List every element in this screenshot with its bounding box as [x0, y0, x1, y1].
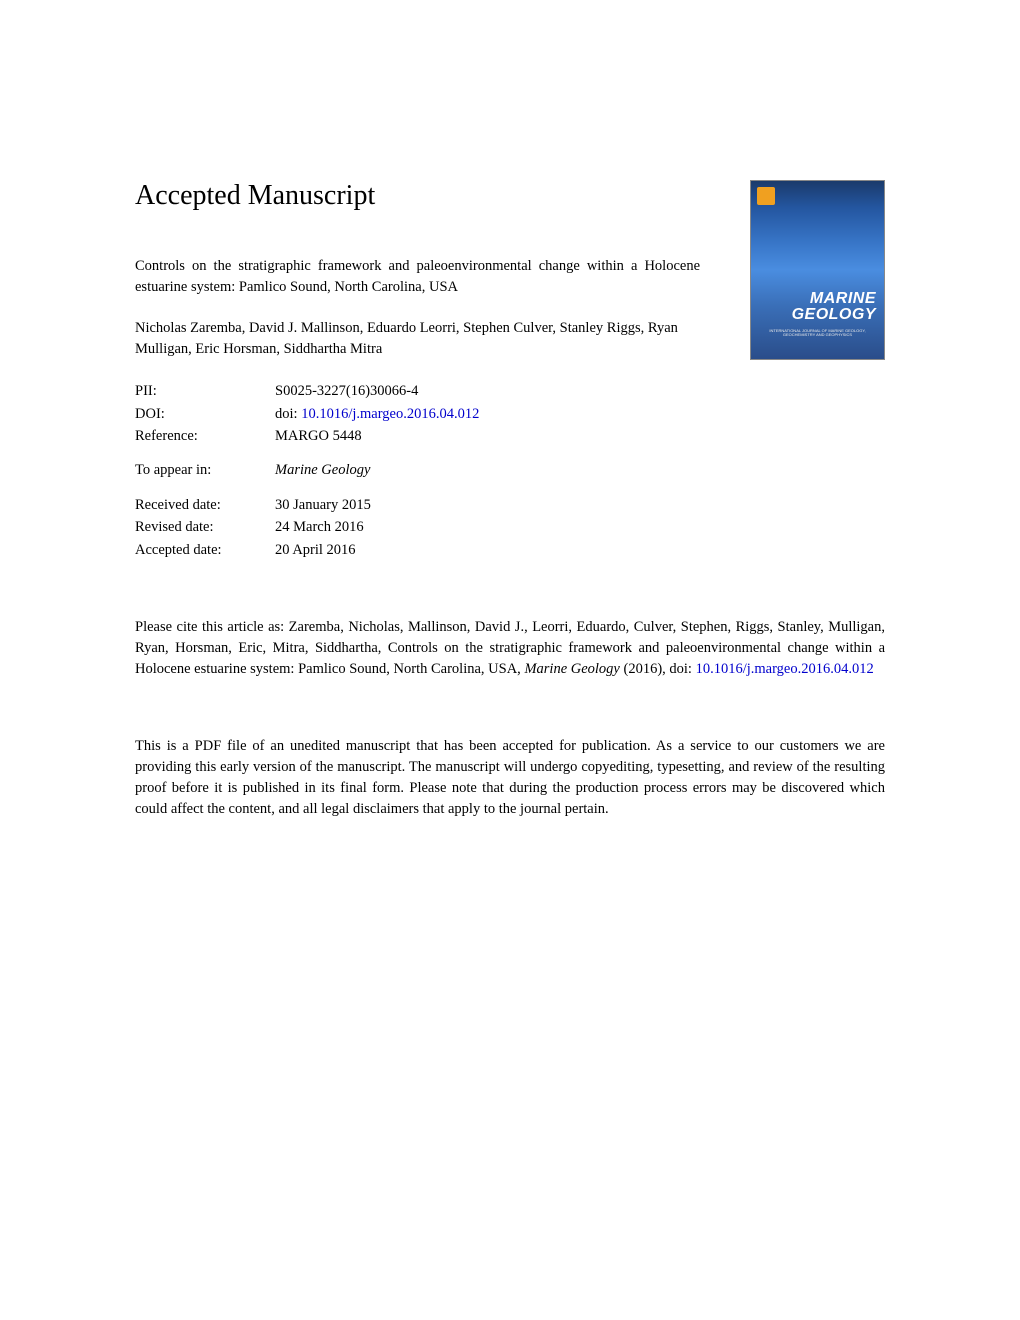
- spacer: [135, 447, 885, 459]
- revised-value: 24 March 2016: [275, 516, 364, 538]
- accepted-value: 20 April 2016: [275, 539, 356, 561]
- doi-prefix: doi:: [275, 406, 301, 422]
- reference-label: Reference:: [135, 425, 275, 447]
- pii-label: PII:: [135, 380, 275, 402]
- metadata-table: PII: S0025-3227(16)30066-4 DOI: doi: 10.…: [135, 380, 885, 561]
- accepted-label: Accepted date:: [135, 539, 275, 561]
- received-label: Received date:: [135, 494, 275, 516]
- pii-value: S0025-3227(16)30066-4: [275, 380, 418, 402]
- appear-journal: Marine Geology: [275, 462, 370, 478]
- page-container: MARINE GEOLOGY INTERNATIONAL JOURNAL OF …: [0, 0, 1020, 880]
- citation-journal: Marine Geology: [524, 661, 619, 677]
- reference-value: MARGO 5448: [275, 425, 362, 447]
- appear-value: Marine Geology: [275, 459, 370, 481]
- citation-doi-link[interactable]: 10.1016/j.margeo.2016.04.012: [696, 661, 874, 677]
- reference-row: Reference: MARGO 5448: [135, 425, 885, 447]
- article-title: Controls on the stratigraphic framework …: [135, 256, 700, 298]
- cover-journal-line1: MARINE: [810, 290, 876, 307]
- received-row: Received date: 30 January 2015: [135, 494, 885, 516]
- citation-year: (2016), doi:: [620, 661, 696, 677]
- cover-journal-subtitle: INTERNATIONAL JOURNAL OF MARINE GEOLOGY,…: [757, 329, 878, 338]
- elsevier-logo-icon: [757, 187, 775, 205]
- journal-cover-thumbnail: MARINE GEOLOGY INTERNATIONAL JOURNAL OF …: [750, 180, 885, 360]
- citation-block: Please cite this article as: Zaremba, Ni…: [135, 617, 885, 680]
- revised-row: Revised date: 24 March 2016: [135, 516, 885, 538]
- disclaimer-text: This is a PDF file of an unedited manusc…: [135, 736, 885, 820]
- appear-label: To appear in:: [135, 459, 275, 481]
- spacer: [135, 482, 885, 494]
- authors-list: Nicholas Zaremba, David J. Mallinson, Ed…: [135, 318, 700, 360]
- appear-row: To appear in: Marine Geology: [135, 459, 885, 481]
- received-value: 30 January 2015: [275, 494, 371, 516]
- revised-label: Revised date:: [135, 516, 275, 538]
- doi-link[interactable]: 10.1016/j.margeo.2016.04.012: [301, 406, 479, 422]
- cover-journal-name: MARINE GEOLOGY: [792, 291, 876, 323]
- accepted-row: Accepted date: 20 April 2016: [135, 539, 885, 561]
- doi-label: DOI:: [135, 403, 275, 425]
- pii-row: PII: S0025-3227(16)30066-4: [135, 380, 885, 402]
- doi-row: DOI: doi: 10.1016/j.margeo.2016.04.012: [135, 403, 885, 425]
- cover-journal-line2: GEOLOGY: [792, 306, 876, 323]
- doi-value: doi: 10.1016/j.margeo.2016.04.012: [275, 403, 479, 425]
